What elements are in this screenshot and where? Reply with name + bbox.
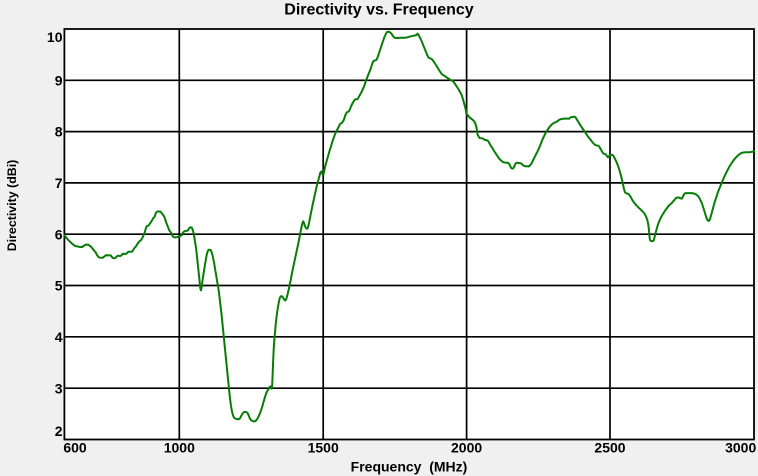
- svg-text:8: 8: [55, 124, 63, 140]
- svg-text:2500: 2500: [594, 439, 625, 455]
- svg-text:3: 3: [55, 380, 63, 396]
- svg-text:9: 9: [55, 72, 63, 88]
- svg-text:2000: 2000: [451, 439, 482, 455]
- svg-text:4: 4: [55, 329, 63, 345]
- svg-text:3000: 3000: [725, 439, 756, 455]
- svg-text:10: 10: [47, 29, 63, 45]
- svg-text:6: 6: [55, 226, 63, 242]
- svg-text:Directivity (dBi): Directivity (dBi): [5, 160, 19, 252]
- svg-text:1500: 1500: [308, 439, 339, 455]
- svg-text:5: 5: [55, 278, 63, 294]
- svg-text:Directivity vs. Frequency: Directivity vs. Frequency: [284, 1, 474, 18]
- svg-text:1000: 1000: [164, 439, 195, 455]
- svg-text:Frequency (MHz): Frequency (MHz): [351, 459, 468, 475]
- svg-text:2: 2: [55, 423, 63, 439]
- svg-text:7: 7: [55, 175, 63, 191]
- svg-text:600: 600: [63, 439, 87, 455]
